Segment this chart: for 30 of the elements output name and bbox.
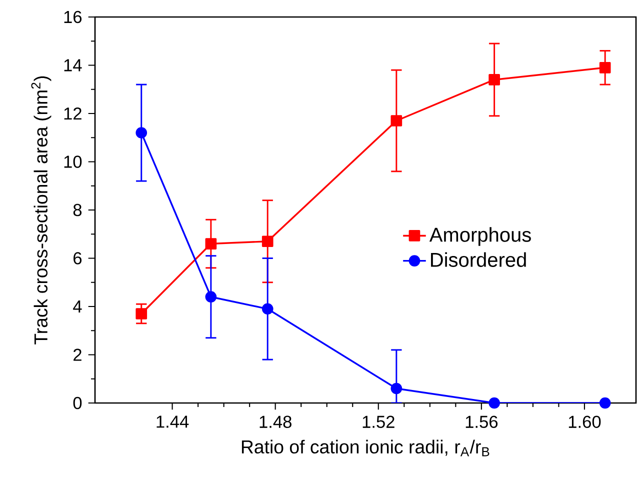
x-axis-title: Ratio of cation ionic radii, r$_{A}$/r$_{B}$ [242,440,490,456]
point [262,303,274,315]
point [262,236,274,248]
y-tick-label: 6 [74,252,82,264]
point [599,397,611,409]
point [136,127,148,138]
y-tick-label: 14 [64,59,82,72]
point [136,308,148,320]
y-tick-label: 10 [64,156,82,168]
y-tick-label: 2 [74,348,82,361]
x-tick-label: 1.60 [568,416,601,428]
point [390,115,402,126]
y-tick-label: 12 [64,107,82,120]
point [205,291,217,303]
y-tick-label: 4 [73,300,82,312]
y-axis-title: Track cross-sectional area (nm$^{2}$) [31,76,52,344]
y-tick-label: 0 [73,396,82,410]
point [599,62,611,74]
y-tick-label: 8 [73,204,82,216]
x-tick-label: 1.48 [260,416,292,428]
legend-label: Disordered [431,252,526,267]
legend-label: Amorphous [429,227,531,246]
point [488,397,500,409]
point [390,382,402,394]
point [488,74,500,86]
point [205,238,217,250]
x-tick-label: 1.52 [362,416,394,428]
y-tick-label: 16 [64,10,82,24]
x-tick-label: 1.44 [156,416,189,428]
x-tick-label: 1.56 [466,416,498,428]
